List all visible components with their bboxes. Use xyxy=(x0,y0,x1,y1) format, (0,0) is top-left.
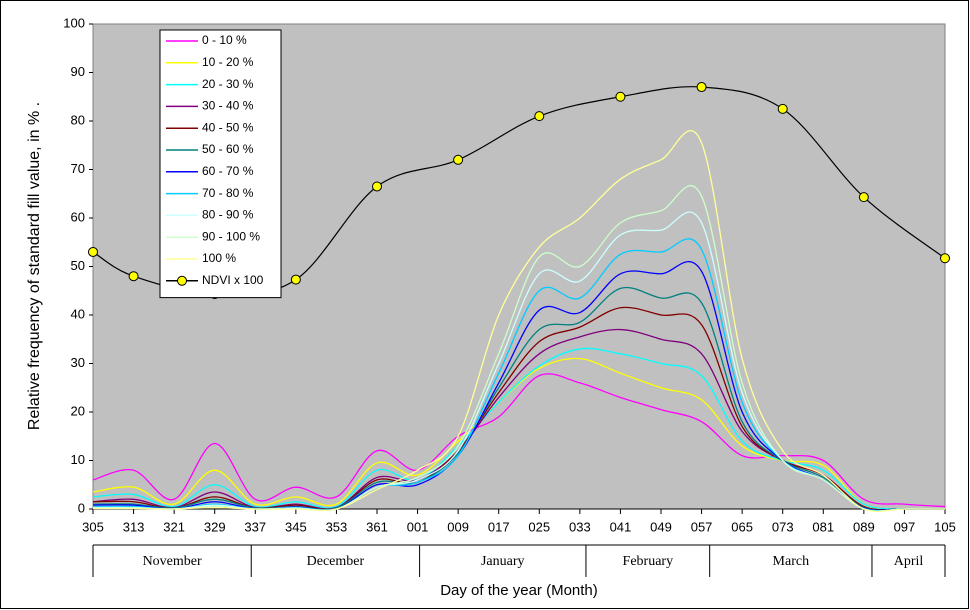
x-axis-title: Day of the year (Month) xyxy=(440,582,598,599)
series-line xyxy=(92,130,945,513)
legend-label: 90 - 100 % xyxy=(202,229,260,243)
y-tick-label: 50 xyxy=(71,258,85,273)
ndvi-marker xyxy=(453,154,464,165)
x-tick-label: 329 xyxy=(204,519,226,534)
y-tick-label: 80 xyxy=(71,112,85,127)
ndvi-marker xyxy=(534,111,545,122)
x-tick-label: 001 xyxy=(407,519,429,534)
y-tick-label: 0 xyxy=(78,500,85,515)
month-label: December xyxy=(307,554,365,569)
ndvi-marker xyxy=(858,192,869,203)
legend-label: 40 - 50 % xyxy=(202,120,254,134)
legend-label: 50 - 60 % xyxy=(202,142,254,156)
x-tick-label: 097 xyxy=(894,519,916,534)
x-tick-label: 033 xyxy=(569,519,591,534)
legend-label: 30 - 40 % xyxy=(202,99,254,113)
x-tick-label: 017 xyxy=(488,519,510,534)
series-line xyxy=(92,373,946,508)
x-tick-label: 025 xyxy=(528,519,550,534)
x-tick-label: 361 xyxy=(366,519,388,534)
x-tick-label: 009 xyxy=(447,519,469,534)
x-tick-label: 353 xyxy=(326,519,348,534)
y-tick-label: 10 xyxy=(71,452,85,467)
legend-label: 80 - 90 % xyxy=(202,208,254,222)
x-tick-label: 049 xyxy=(650,519,672,534)
y-tick-label: 70 xyxy=(71,161,85,176)
month-label: April xyxy=(894,554,924,569)
legend-label: 20 - 30 % xyxy=(202,77,254,91)
x-tick-label: 065 xyxy=(731,519,753,534)
x-tick-label: 041 xyxy=(610,519,632,534)
y-tick-label: 40 xyxy=(71,306,85,321)
y-axis-title: Relative frequency of standard fill valu… xyxy=(26,102,43,430)
x-tick-label: 105 xyxy=(934,519,956,534)
y-tick-label: 30 xyxy=(71,355,85,370)
ndvi-marker xyxy=(128,271,139,282)
ndvi-marker xyxy=(372,181,382,192)
series-group xyxy=(88,82,950,513)
ndvi-marker xyxy=(615,91,626,102)
legend-label: NDVI x 100 xyxy=(202,273,264,287)
y-tick-label: 90 xyxy=(71,64,85,79)
legend-marker xyxy=(177,275,187,286)
x-tick-label: 089 xyxy=(853,519,875,534)
month-label: February xyxy=(623,554,674,569)
x-tick-label: 321 xyxy=(163,519,185,534)
legend-label: 0 - 10 % xyxy=(202,33,247,47)
ndvi-marker xyxy=(88,246,98,257)
y-tick-label: 100 xyxy=(63,15,85,30)
x-tick-label: 057 xyxy=(691,519,713,534)
y-tick-label: 60 xyxy=(71,209,85,224)
x-tick-label: 345 xyxy=(285,519,307,534)
series-line xyxy=(92,286,946,511)
legend-label: 60 - 70 % xyxy=(202,164,254,178)
month-label: March xyxy=(773,554,810,569)
x-tick-label: 073 xyxy=(772,519,794,534)
x-tick-label: 337 xyxy=(244,519,266,534)
legend-label: 100 % xyxy=(202,251,236,265)
month-label: November xyxy=(143,554,202,569)
x-tick-label: 081 xyxy=(812,519,834,534)
ndvi-marker xyxy=(777,103,788,114)
x-tick-label: 313 xyxy=(123,519,145,534)
month-label: January xyxy=(481,554,525,569)
legend-box xyxy=(159,29,282,299)
ndvi-marker xyxy=(940,253,950,264)
legend-label: 10 - 20 % xyxy=(202,55,254,69)
series-line xyxy=(92,306,946,511)
y-tick-label: 20 xyxy=(71,403,85,418)
series-line xyxy=(92,347,946,511)
ndvi-marker xyxy=(290,274,301,285)
x-tick-label: 305 xyxy=(82,519,104,534)
legend-label: 70 - 80 % xyxy=(202,186,254,200)
ndvi-marker xyxy=(696,82,707,93)
